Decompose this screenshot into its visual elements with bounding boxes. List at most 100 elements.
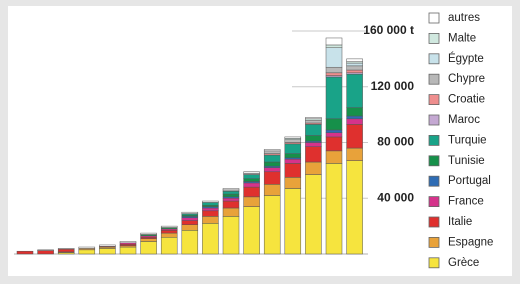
bar-segment [284,153,302,159]
bar-segment [346,118,363,125]
legend-swatch [428,196,440,208]
bar-segment [99,248,116,255]
bar-segment [305,119,322,124]
legend-swatch [428,236,440,248]
bar-segment [222,188,240,191]
bar-segment [243,182,260,188]
bar-segment [325,129,343,133]
bar-segment [243,196,260,207]
legend-label: France [448,196,484,208]
bar-segment [263,171,281,185]
legend-swatch [428,257,440,269]
legend-label: Tunisie [448,155,485,167]
bar-segment [325,136,343,152]
bar-segment [284,188,302,255]
bar-segment [325,76,343,120]
bar-segment [222,216,240,255]
legend-swatch [428,73,440,85]
bar-segment [346,147,363,161]
bar-segment [202,223,219,255]
bar-segment [325,37,343,46]
bar-segment [202,202,219,206]
bar-segment [325,66,343,74]
bar-segment [263,195,281,255]
bar-segment [346,115,363,120]
bar-segment [325,72,343,76]
legend-swatch [428,114,440,126]
bar-segment [284,143,302,154]
bar-segment [305,135,322,142]
bar-segment [325,47,343,68]
bar-segment [202,216,219,224]
bar-segment [325,118,343,131]
bar-segment [325,132,343,138]
legend-swatch [428,216,440,228]
bar-segment [160,225,178,228]
bar-segment [16,250,34,255]
legend-label: Portugal [448,175,491,187]
legend-label: Italie [448,216,472,228]
legend-swatch [428,175,440,187]
bar-segment [37,249,54,251]
bar-segment [346,69,363,74]
bar-segment [325,163,343,255]
legend-swatch [428,155,440,167]
legend-label: Égypte [448,52,484,65]
legend-label: Croatie [448,94,485,106]
bar-segment [305,117,322,120]
bar-segment [78,246,96,249]
bar-segment [305,161,322,175]
bar-segment [222,200,240,209]
bar-segment [325,44,343,48]
legend-swatch [428,134,440,146]
bar-segment [346,62,363,67]
bar-segment [222,198,240,202]
legend-swatch [428,33,440,44]
bar-segment [202,210,219,217]
legend-label: Grèce [448,257,479,269]
bar-segment [284,158,302,164]
bar-segment [346,58,363,62]
legend-label: Malte [448,32,476,44]
legend-label: autres [448,12,480,24]
bar-segment [181,211,199,214]
bar-segment [99,244,116,247]
legend-label: Maroc [448,114,480,126]
bar-segment [346,65,363,71]
legend-swatch [428,53,440,65]
legend-swatch [428,94,440,105]
bar-segment [181,217,199,221]
bar-segment [202,200,219,203]
bar-segment [243,174,260,179]
bar-segment [140,232,157,235]
bar-segment [243,186,260,198]
bar-segment [243,206,260,255]
bar-segment [243,178,260,182]
bar-segment [243,171,260,174]
bar-segment [160,237,178,255]
y-tick-label: 40 000 [377,190,414,204]
bar-segment [37,250,54,255]
bar-segment [305,142,322,147]
bar-segment [263,167,281,173]
bar-segment [78,249,96,255]
bar-segment [222,191,240,195]
bar-segment [160,230,178,234]
bar-segment [284,139,302,143]
bar-segment [222,193,240,198]
bar-segment [263,150,281,154]
bar-segment [346,160,363,255]
bar-segment [263,149,281,152]
bar-segment [325,150,343,164]
bar-segment [284,163,302,178]
panel [8,6,512,276]
bar-segment [57,248,75,253]
y-tick-label: 120 000 [371,79,415,93]
bar-segment [57,248,75,250]
bar-segment [346,107,363,117]
bar-segment [160,232,178,238]
bar-segment [263,184,281,196]
bar-segment [119,246,137,255]
legend-swatch [428,12,440,24]
bar-segment [305,146,322,163]
